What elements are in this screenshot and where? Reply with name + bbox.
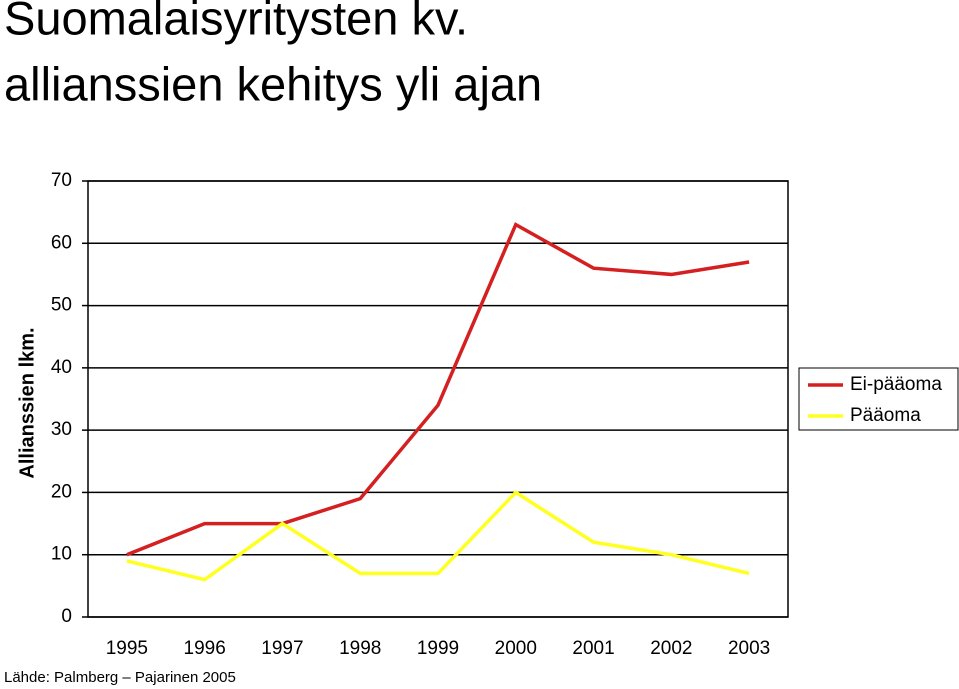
- legend-label: Ei-pääoma: [850, 374, 942, 395]
- series-line: [126, 222, 750, 557]
- y-tick-label: 20: [51, 481, 72, 502]
- y-tick-label: 30: [51, 419, 72, 440]
- chart-title: Suomalaisyritysten kv.: [4, 0, 468, 44]
- source: Lähde: Palmberg – Pajarinen 2005: [4, 669, 236, 686]
- y-tick-label: 70: [51, 170, 72, 191]
- y-tick-label: 60: [51, 232, 72, 253]
- x-tick-label: 1998: [339, 638, 381, 659]
- x-tick-label: 1996: [184, 638, 226, 659]
- x-tick-label: 2003: [728, 638, 770, 659]
- plot-area: [87, 180, 789, 618]
- x-tick-label: 1999: [417, 638, 459, 659]
- y-tick-label: 0: [61, 606, 72, 627]
- y-axis-label: Allianssien lkm.: [16, 327, 38, 478]
- x-tick-label: 2002: [650, 638, 692, 659]
- y-tick-label: 50: [51, 295, 72, 316]
- chart-title: allianssien kehitys yli ajan: [4, 57, 542, 110]
- x-tick-label: 2000: [495, 638, 537, 659]
- legend-box: [798, 367, 959, 431]
- legend-label: Pääoma: [850, 405, 921, 426]
- x-tick-label: 1995: [106, 638, 148, 659]
- x-tick-label: 1997: [261, 638, 303, 659]
- y-tick-label: 40: [51, 357, 72, 378]
- x-tick-label: 2001: [572, 638, 614, 659]
- y-tick-label: 10: [51, 544, 72, 565]
- series-line: [126, 490, 750, 582]
